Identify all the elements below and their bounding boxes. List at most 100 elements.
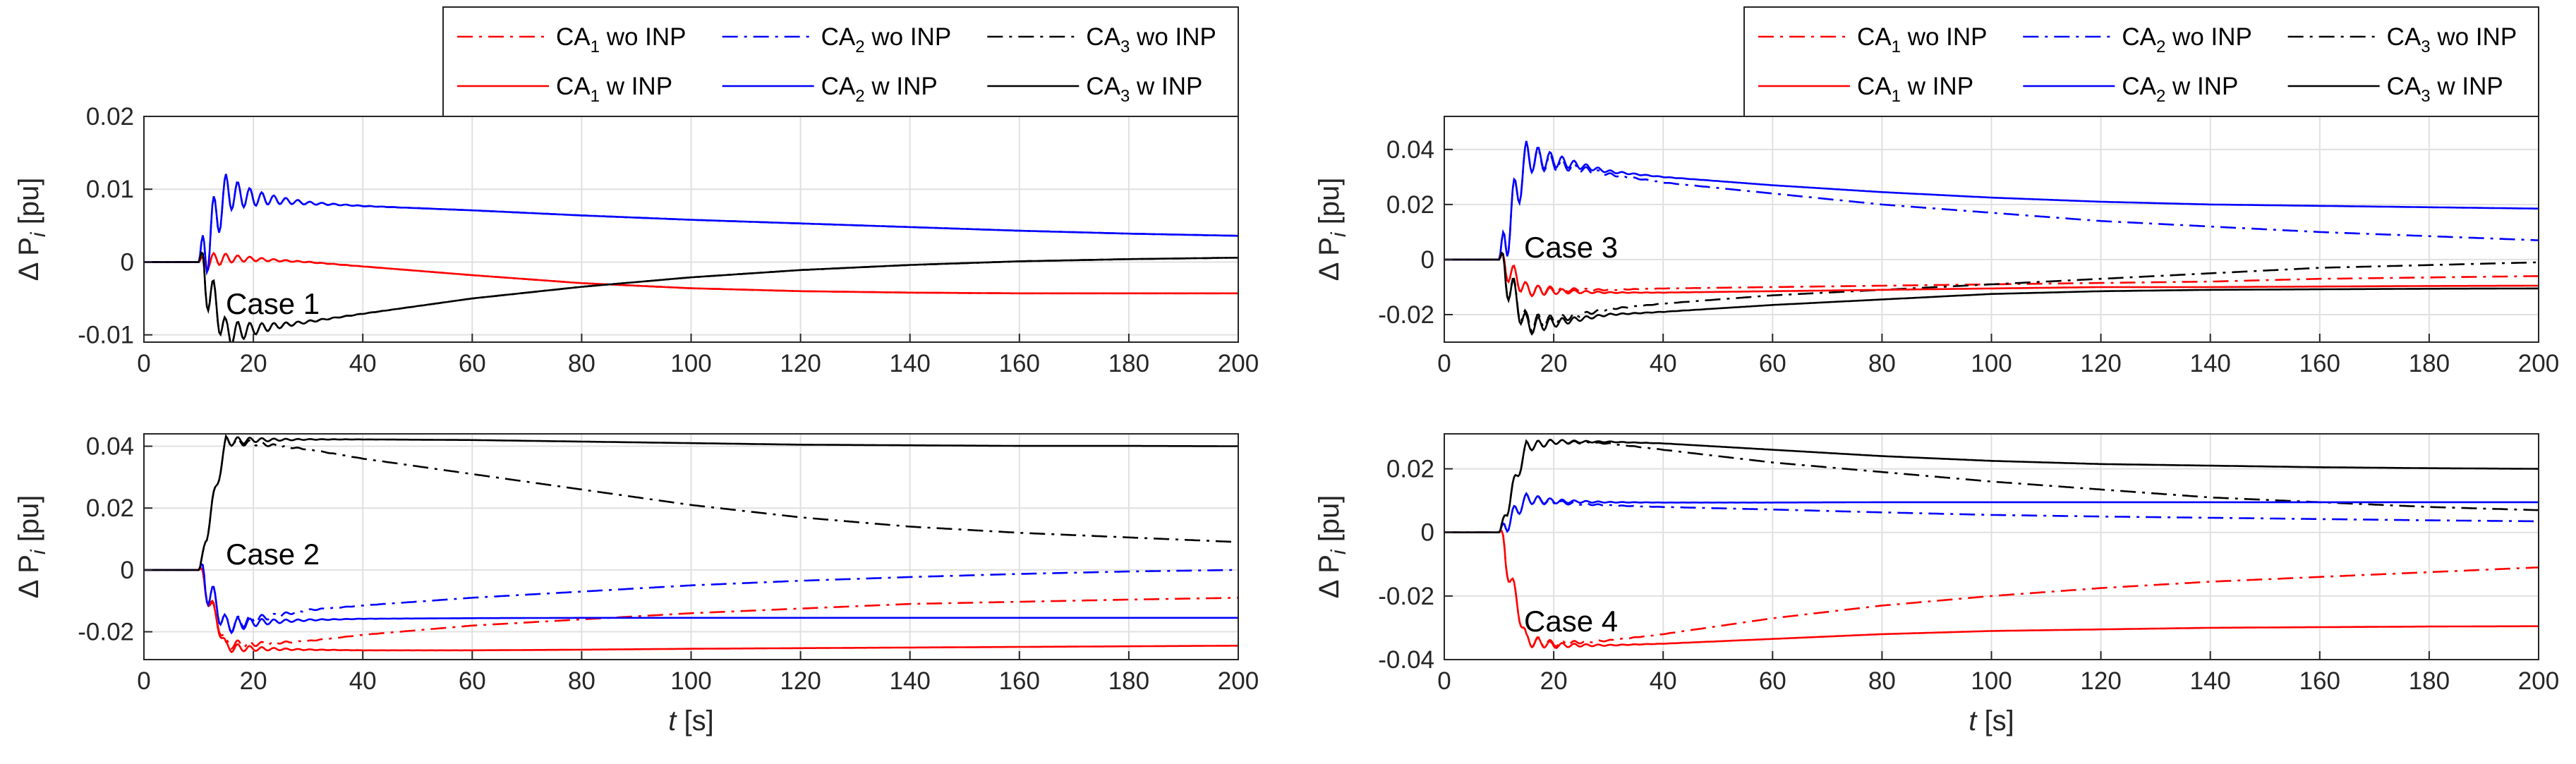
series-line-ca1-w-inp	[1444, 529, 2539, 649]
x-tick-label: 20	[1540, 667, 1568, 695]
series-line-ca1-w-inp	[144, 567, 1238, 653]
x-tick-label: 100	[670, 667, 711, 695]
series-line-ca2-w-inp	[1444, 492, 2539, 533]
x-axis-label: t [s]	[668, 705, 713, 736]
series-line-ca2-wo-inp	[1444, 492, 2539, 533]
series-line-ca2-w-inp	[1444, 140, 2539, 261]
x-axis-label: t [s]	[1969, 705, 2014, 736]
x-tick-label: 0	[1437, 350, 1451, 377]
x-tick-label: 160	[2299, 350, 2340, 377]
series-line-ca3-w-inp	[144, 434, 1238, 571]
legend-label: CA2 wo INP	[2122, 23, 2252, 56]
series-line-ca2-w-inp	[144, 562, 1238, 635]
series-line-ca1-w-inp	[1444, 253, 2539, 298]
y-tick-label: 0.02	[1386, 456, 1434, 483]
x-tick-label: 120	[780, 667, 821, 695]
x-tick-label: 100	[670, 350, 711, 377]
series-line-ca1-wo-inp	[144, 566, 1238, 650]
y-tick-label: 0.02	[86, 103, 134, 131]
y-tick-label: -0.02	[1378, 301, 1434, 329]
series-line-ca2-wo-inp	[144, 562, 1238, 634]
x-tick-label: 160	[2299, 667, 2340, 695]
chart-panel-4: 0 20 40 60 80 100 120 140 160 180 200 -0.04 -0.02 0 0.…	[1314, 433, 2559, 736]
x-tick-label: 200	[2518, 667, 2559, 695]
y-tick-label: -0.01	[78, 322, 134, 349]
series-line-ca3-w-inp	[1444, 251, 2539, 336]
series-line-ca2-wo-inp	[1444, 140, 2539, 261]
x-tick-label: 100	[1971, 667, 2012, 695]
x-tick-label: 80	[568, 350, 595, 377]
legend-label: CA1 w INP	[556, 73, 672, 106]
x-tick-label: 120	[780, 350, 821, 377]
legend-label: CA2 w INP	[2122, 73, 2238, 106]
x-tick-label: 180	[1108, 350, 1149, 377]
x-tick-label: 160	[999, 667, 1040, 695]
case-annotation: Case 2	[226, 538, 320, 571]
legend-label: CA2 w INP	[821, 73, 938, 106]
legend-label: CA1 wo INP	[1857, 23, 1988, 56]
x-tick-label: 0	[137, 350, 150, 377]
chart-panel-3: 0 20 40 60 80 100 120 140 160 180 200-0.0200.020.0…	[13, 433, 1259, 736]
y-tick-label: -0.04	[1378, 646, 1434, 674]
case-annotation: Case 4	[1524, 605, 1618, 638]
series-line-ca1-wo-inp	[1444, 253, 2539, 298]
x-tick-label: 200	[2518, 350, 2559, 377]
series-line-ca3-w-inp	[144, 250, 1238, 342]
chart-panel-1: 0 20 40 60 80 100 120 140 160 180 200-0.0100.010.0…	[13, 103, 1259, 377]
y-tick-label: 0.04	[1386, 136, 1434, 164]
x-tick-label: 20	[240, 350, 267, 377]
series-line-ca3-w-inp	[1444, 439, 2539, 533]
x-tick-label: 140	[2189, 667, 2230, 695]
x-tick-label: 120	[2080, 350, 2121, 377]
legend-box	[442, 6, 1239, 117]
x-tick-label: 140	[2189, 350, 2230, 377]
chart-panel-2: 0 20 40 60 80 100 120 140 160 180 200-0.0200.020.0…	[1314, 116, 2559, 377]
case-annotation: Case 1	[226, 287, 320, 320]
x-tick-label: 60	[1759, 667, 1786, 695]
x-tick-label: 120	[2080, 667, 2121, 695]
y-axis-label: Δ Pi [pu]	[1314, 178, 1350, 281]
x-tick-label: 0	[1437, 667, 1451, 695]
y-tick-label: 0.02	[86, 495, 134, 522]
y-tick-label: 0.01	[86, 176, 134, 203]
x-tick-label: 200	[1218, 350, 1259, 377]
y-tick-label: 0	[1421, 246, 1434, 274]
legend-2: CA1 wo INP CA2 wo INP CA3 wo INP CA1 w INP C…	[1743, 6, 2539, 117]
x-tick-label: 40	[349, 350, 377, 377]
y-tick-label: -0.02	[1378, 583, 1434, 610]
case-annotation: Case 3	[1524, 231, 1618, 264]
x-tick-label: 180	[2409, 667, 2450, 695]
legend-label: CA1 w INP	[1857, 73, 1973, 106]
series-line-ca2-w-inp	[144, 174, 1238, 276]
legend-label: CA2 wo INP	[821, 23, 952, 56]
series-line-ca1-wo-inp	[1444, 529, 2539, 648]
x-tick-label: 160	[999, 350, 1040, 377]
x-tick-label: 40	[349, 667, 377, 695]
series-line-ca3-wo-inp	[1444, 439, 2539, 533]
x-tick-label: 60	[1759, 350, 1786, 377]
y-tick-label: -0.02	[78, 619, 134, 646]
x-tick-label: 40	[1650, 667, 1677, 695]
y-tick-label: 0	[121, 248, 134, 276]
x-tick-label: 140	[889, 667, 930, 695]
y-axis-label: Δ Pi [pu]	[13, 178, 50, 281]
y-tick-label: 0	[121, 557, 134, 584]
x-tick-label: 140	[889, 350, 930, 377]
x-tick-label: 180	[2409, 350, 2450, 377]
x-tick-label: 80	[568, 667, 595, 695]
x-tick-label: 80	[1868, 667, 1896, 695]
legend-box	[1743, 6, 2539, 117]
legend-label: CA1 wo INP	[556, 23, 687, 56]
x-tick-label: 200	[1218, 667, 1259, 695]
x-tick-label: 80	[1868, 350, 1896, 377]
x-tick-label: 20	[240, 667, 267, 695]
y-axis-label: Δ Pi [pu]	[1314, 495, 1350, 599]
y-axis-label: Δ Pi [pu]	[13, 495, 50, 599]
legend-label: CA3 w INP	[1086, 73, 1202, 106]
series-line-ca1-w-inp	[144, 251, 1238, 295]
x-tick-label: 40	[1650, 350, 1677, 377]
legend-label: CA3 wo INP	[2387, 23, 2517, 56]
y-tick-label: 0.04	[86, 433, 134, 461]
x-tick-label: 60	[459, 667, 486, 695]
